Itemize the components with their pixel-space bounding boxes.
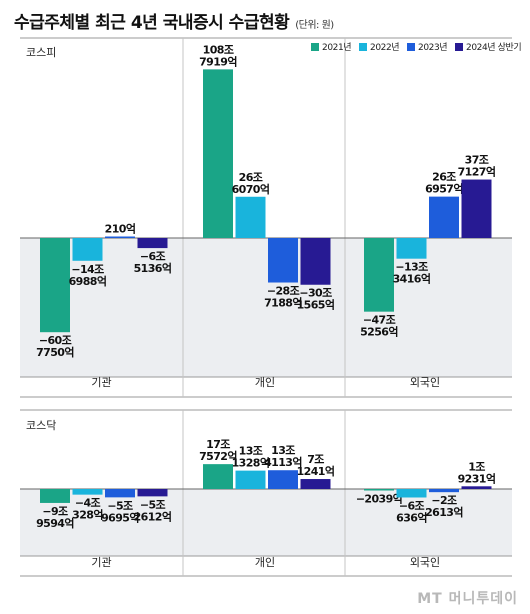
data-label: 108조 (203, 43, 234, 56)
legend-label: 2023년 (418, 42, 447, 53)
data-label: −6조 (399, 499, 425, 512)
bar (40, 238, 70, 333)
data-label: 9231억 (458, 472, 496, 485)
bar (137, 489, 168, 497)
data-label: −2조 (431, 494, 457, 507)
category-label: 외국인 (410, 556, 440, 569)
unit-note: (단위: 원) (295, 20, 334, 31)
chart-title: 수급주체별 최근 4년 국내증시 수급현황 (단위: 원) (14, 8, 334, 33)
data-label: 9695억 (101, 511, 139, 524)
market-label: 코스피 (26, 46, 56, 59)
watermark-logo: MT 머니투데이 (417, 591, 518, 607)
bar (203, 464, 233, 489)
bar (364, 238, 394, 312)
legend-label: 2022년 (370, 42, 399, 53)
category-label: 기관 (91, 376, 111, 389)
bar (72, 238, 103, 261)
category-label: 개인 (255, 556, 275, 569)
data-label: −14조 (71, 263, 104, 276)
data-label: 1241억 (297, 465, 335, 478)
negative-area-shade (20, 489, 512, 556)
data-label: 7188억 (264, 297, 302, 310)
data-label: 3416억 (393, 273, 431, 286)
bar (268, 470, 298, 489)
bar (364, 489, 394, 491)
data-label: 210억 (105, 223, 136, 236)
category-label: 개인 (255, 376, 275, 389)
legend-swatch (311, 43, 319, 51)
bar (429, 489, 459, 493)
legend-swatch (407, 43, 415, 51)
bar (235, 196, 266, 238)
title-text: 수급주체별 최근 4년 국내증시 수급현황 (14, 13, 290, 33)
data-label: 7조 (307, 453, 324, 466)
legend: 2021년 2022년 2023년 2024년 상반기 (311, 42, 522, 53)
bar (300, 479, 331, 489)
data-label: −5조 (107, 499, 133, 512)
bar (235, 470, 266, 489)
data-label: 7127억 (458, 166, 496, 179)
data-label: 6070억 (232, 183, 270, 196)
data-label: 1565억 (297, 299, 335, 312)
data-label: −13조 (395, 261, 428, 274)
bar (105, 236, 135, 238)
data-label: 1328억 (232, 457, 270, 470)
data-label: 17조 (206, 438, 230, 451)
data-label: 2612억 (134, 510, 172, 523)
data-label: 4113억 (264, 456, 302, 469)
data-label: 2613억 (425, 506, 463, 519)
data-label: 636억 (396, 511, 427, 524)
data-label: −4조 (75, 497, 101, 510)
data-label: −9조 (42, 505, 68, 518)
data-label: 7572억 (199, 450, 237, 463)
data-label: 9594억 (36, 517, 74, 530)
legend-label: 2024년 상반기 (466, 42, 521, 53)
bar (137, 238, 168, 249)
data-label: 13조 (271, 444, 295, 457)
legend-label: 2021년 (322, 42, 351, 53)
data-label: 1조 (468, 460, 485, 473)
data-label: −5조 (140, 498, 166, 511)
legend-swatch (359, 43, 367, 51)
data-label: 13조 (239, 445, 263, 458)
data-label: −6조 (140, 250, 166, 263)
data-label: −28조 (267, 285, 300, 298)
data-label: −30조 (299, 287, 332, 300)
bar (461, 486, 492, 489)
bar (461, 179, 492, 238)
data-label: −47조 (363, 314, 396, 327)
bar (40, 489, 70, 503)
negative-area-shade (20, 238, 512, 377)
data-label: 26조 (432, 171, 456, 184)
data-label: 5136억 (134, 262, 172, 275)
category-label: 외국인 (410, 376, 440, 389)
data-label: 7919억 (199, 55, 237, 68)
bar (396, 238, 427, 259)
data-label: 37조 (465, 154, 489, 167)
bar (203, 69, 233, 238)
data-label: 6957억 (425, 183, 463, 196)
legend-swatch (455, 43, 463, 51)
data-label: −60조 (39, 334, 72, 347)
category-label: 기관 (91, 556, 111, 569)
data-label: 7750억 (36, 346, 74, 359)
bar (72, 489, 103, 495)
bar (105, 489, 135, 498)
data-label: −2039억 (356, 493, 402, 506)
bar (268, 238, 298, 283)
data-label: 328억 (72, 509, 103, 522)
data-label: 26조 (239, 171, 263, 184)
bar (429, 196, 459, 238)
data-label: 6988억 (69, 275, 107, 288)
bar (396, 489, 427, 498)
market-label: 코스닥 (26, 419, 56, 432)
data-label: 5256억 (360, 326, 398, 339)
bar (300, 238, 331, 285)
